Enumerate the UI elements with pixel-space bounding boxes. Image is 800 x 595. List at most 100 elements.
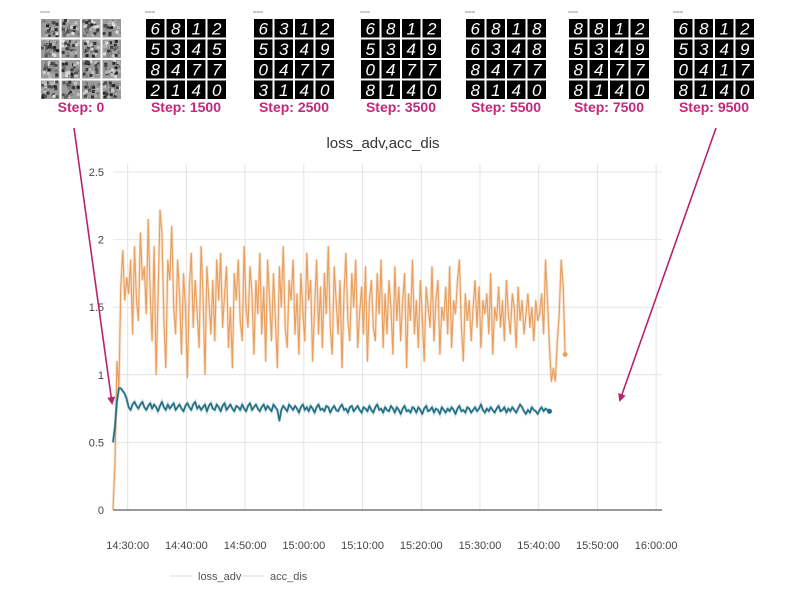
arrow-step-9500: [618, 127, 717, 402]
digit-glyph: 7: [532, 60, 542, 79]
digit-glyph: 1: [386, 81, 395, 100]
digit-tile: 7: [527, 60, 546, 79]
digit-glyph: 4: [512, 40, 521, 59]
digit-tile: 2: [315, 19, 334, 38]
digit-tile: 3: [166, 39, 185, 59]
digit-glyph: 4: [192, 40, 201, 59]
digit-tile: 1: [715, 60, 734, 79]
digit-glyph: 1: [615, 19, 624, 38]
digit-tile: 7: [507, 60, 526, 79]
digit-glyph: 4: [720, 81, 729, 100]
digit-tile: 6: [254, 19, 273, 38]
x-tick-label: 15:20:00: [400, 540, 443, 552]
digit-tile: 5: [674, 39, 693, 59]
chart: loss_adv,acc_dis 14:30:00 14:40:00 14:50:0…: [89, 135, 678, 583]
x-tick-label: 15:40:00: [517, 540, 560, 552]
digit-glyph: 4: [699, 60, 708, 79]
digit-glyph: 1: [512, 19, 521, 38]
digit-glyph: 2: [319, 19, 330, 38]
digit-tile: 3: [274, 39, 293, 59]
digit-tile: 3: [694, 39, 713, 59]
digit-tile: 4: [187, 80, 206, 100]
digit-tile: 8: [381, 19, 400, 38]
y-tick-label: 1: [98, 370, 104, 382]
digit-tile: 9: [735, 39, 754, 59]
digit-tile: 8: [527, 19, 546, 38]
step-label: Step: 3500: [366, 99, 436, 115]
digit-glyph: 3: [491, 40, 501, 59]
digit-tile: 8: [361, 80, 380, 100]
step-label: Step: 0: [58, 99, 105, 115]
digit-glyph: 8: [574, 81, 584, 100]
digit-glyph: 8: [594, 19, 604, 38]
digit-tile: 1: [402, 19, 421, 38]
digit-tile: 5: [146, 39, 165, 59]
digit-glyph: 1: [300, 19, 309, 38]
digit-tile: 7: [207, 60, 226, 79]
digit-tile: 1: [486, 80, 505, 100]
noise-tile: [41, 19, 60, 38]
digit-tile: 8: [569, 80, 588, 100]
digit-glyph: 5: [259, 40, 269, 59]
series-halo-acc_dis: [111, 386, 551, 443]
digit-glyph: 6: [366, 19, 376, 38]
digit-glyph: 4: [192, 81, 201, 100]
digit-glyph: 8: [574, 19, 584, 38]
digit-tile: 6: [466, 39, 485, 59]
legend-item[interactable]: acc_dis: [242, 571, 308, 583]
digit-glyph: 0: [366, 60, 376, 79]
digit-tile: 5: [207, 39, 226, 59]
digit-glyph: 4: [279, 60, 288, 79]
x-tick-label: 15:00:00: [282, 540, 325, 552]
digit-glyph: 2: [150, 81, 161, 100]
digit-glyph: 0: [259, 60, 269, 79]
series-halo-loss_adv: [111, 209, 567, 511]
digit-glyph: 7: [192, 60, 202, 79]
digit-tile: 7: [735, 60, 754, 79]
noise-tile: [102, 80, 121, 99]
chart-series: [111, 209, 568, 511]
legend-item[interactable]: loss_adv: [170, 571, 242, 583]
digit-tile: 1: [715, 19, 734, 38]
digit-tile: 4: [507, 80, 526, 100]
digit-glyph: 7: [427, 60, 437, 79]
digit-tile: 7: [315, 60, 334, 79]
digit-glyph: 4: [407, 40, 416, 59]
sample-grid: Step: 0: [40, 11, 121, 115]
digit-tile: 7: [630, 60, 649, 79]
digit-glyph: 8: [532, 19, 542, 38]
digit-glyph: 8: [151, 60, 161, 79]
noise-tile: [82, 80, 101, 99]
digit-glyph: 0: [740, 81, 750, 100]
digit-glyph: 0: [427, 81, 437, 100]
digit-glyph: 4: [300, 81, 309, 100]
digit-tile: 2: [630, 19, 649, 38]
digit-tile: 9: [422, 39, 441, 59]
digit-glyph: 1: [407, 19, 416, 38]
digit-glyph: 1: [720, 19, 729, 38]
digit-tile: 8: [674, 80, 693, 100]
digit-tile: 0: [315, 80, 334, 100]
step-label: Step: 2500: [259, 99, 329, 115]
digit-glyph: 8: [471, 81, 481, 100]
digit-tile: 3: [381, 39, 400, 59]
noise-tile: [82, 39, 101, 58]
digit-tile: 0: [674, 60, 693, 79]
noise-tile: [41, 39, 60, 58]
x-tick-label: 15:30:00: [459, 540, 502, 552]
digit-tile: 7: [402, 60, 421, 79]
digit-glyph: 8: [491, 19, 501, 38]
step-label: Step: 1500: [151, 99, 221, 115]
step-label: Step: 5500: [471, 99, 541, 115]
digit-glyph: 6: [471, 40, 481, 59]
digit-glyph: 2: [739, 19, 750, 38]
digit-tile: 2: [146, 80, 165, 100]
digit-glyph: 5: [151, 40, 161, 59]
digit-tile: 4: [694, 60, 713, 79]
digit-glyph: 8: [532, 40, 542, 59]
digit-tile: 8: [694, 19, 713, 38]
digit-tile: 4: [507, 39, 526, 59]
digit-glyph: 8: [386, 19, 396, 38]
